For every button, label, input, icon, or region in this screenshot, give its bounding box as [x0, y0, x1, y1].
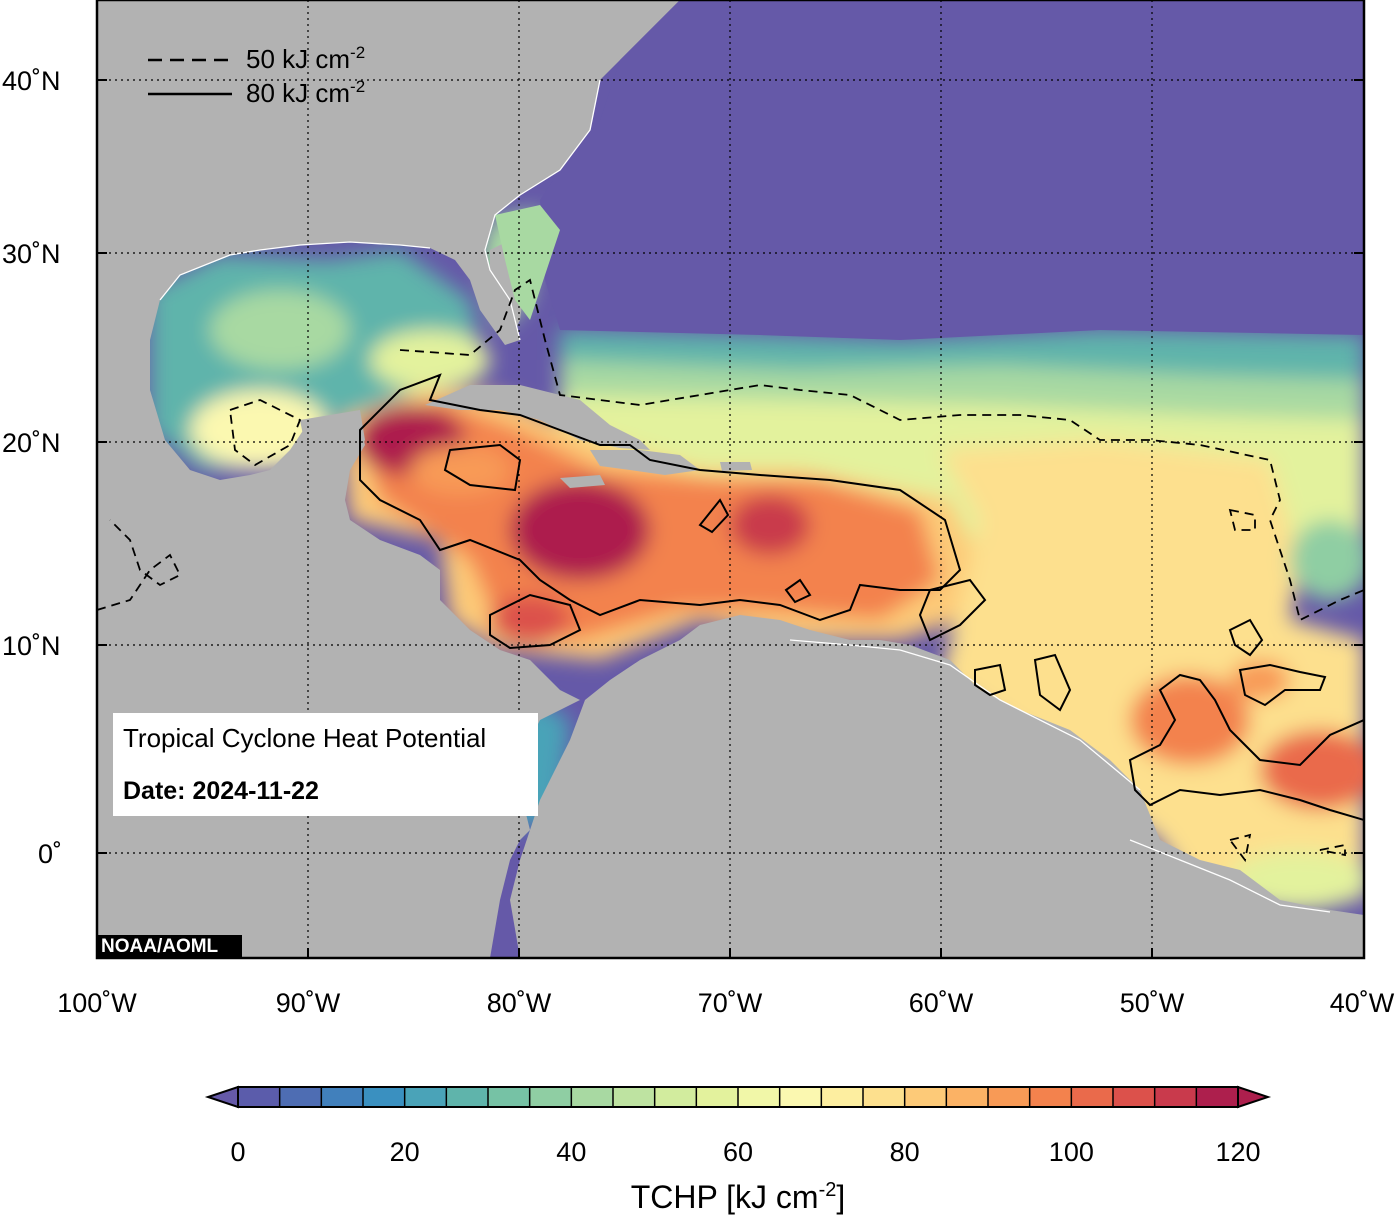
colorbar-cell [1113, 1087, 1156, 1107]
contour-legend: 50 kJ cm-2 80 kJ cm-2 [148, 43, 365, 108]
colorbar-cell [279, 1087, 322, 1107]
colorbar-cell [529, 1087, 572, 1107]
credit-label: NOAA/AOML [97, 935, 242, 958]
colorbar-cell [779, 1087, 822, 1107]
lat-label-30n: 30˚N [2, 239, 61, 269]
colorbar-over-triangle [1237, 1085, 1272, 1109]
colorbar-cell [488, 1087, 531, 1107]
colorbar-cell [1196, 1087, 1239, 1107]
colorbar-cell [821, 1087, 864, 1107]
map-date: Date: 2024-11-22 [123, 777, 319, 805]
axis-ticks [97, 79, 1364, 958]
colorbar-cell [363, 1087, 406, 1107]
lon-label-90w: 90˚W [276, 988, 341, 1018]
colorbar-cells [238, 1087, 1239, 1107]
colorbar-cell [696, 1087, 739, 1107]
colorbar-tick-label: 80 [890, 1137, 920, 1167]
colorbar-tick-label: 120 [1215, 1137, 1260, 1167]
lon-label-50w: 50˚W [1120, 988, 1185, 1018]
lat-label-0: 0˚ [38, 839, 62, 869]
colorbar-cell [571, 1087, 614, 1107]
legend-dashed-label: 50 kJ cm-2 [246, 43, 365, 74]
contours-50 [97, 278, 1364, 863]
colorbar-tick-label: 0 [230, 1137, 245, 1167]
colorbar-cell [988, 1087, 1031, 1107]
colorbar-cell [1071, 1087, 1114, 1107]
colorbar-cell [613, 1087, 656, 1107]
colorbar-cell [738, 1087, 781, 1107]
colorbar-cell [404, 1087, 447, 1107]
colorbar-title: TCHP [kJ cm-2] [631, 1179, 846, 1215]
colorbar-cell [1029, 1087, 1072, 1107]
colorbar: 0 20 40 60 80 100 120 TCHP [kJ cm-2] [204, 1085, 1272, 1215]
colorbar-cell [904, 1087, 947, 1107]
info-box: Tropical Cyclone Heat Potential Date: 20… [113, 713, 538, 816]
contours-80 [359, 373, 1364, 822]
colorbar-tick-label: 100 [1049, 1137, 1094, 1167]
lat-axis-labels: 40˚N 30˚N 20˚N 10˚N 0˚ [2, 66, 62, 869]
colorbar-cell [863, 1087, 906, 1107]
lon-label-40w: 40˚W [1330, 988, 1395, 1018]
coastlines [159, 79, 1331, 913]
lon-label-100w: 100˚W [57, 988, 137, 1018]
lon-label-70w: 70˚W [698, 988, 763, 1018]
colorbar-tick-label: 20 [390, 1137, 420, 1167]
lon-label-60w: 60˚W [909, 988, 974, 1018]
atlantic-deep-ocean [540, 0, 1364, 340]
lon-label-80w: 80˚W [487, 988, 552, 1018]
legend-solid-label: 80 kJ cm-2 [246, 77, 365, 108]
lat-label-20n: 20˚N [2, 428, 61, 458]
colorbar-cell [321, 1087, 364, 1107]
colorbar-tick-label: 40 [556, 1137, 586, 1167]
colorbar-cell [446, 1087, 489, 1107]
colorbar-cell [654, 1087, 697, 1107]
colorbar-under-triangle [204, 1085, 239, 1109]
lat-label-40n: 40˚N [2, 66, 61, 96]
colorbar-tick-label: 60 [723, 1137, 753, 1167]
colorbar-cell [1154, 1087, 1197, 1107]
map-title: Tropical Cyclone Heat Potential [123, 723, 487, 753]
colorbar-tick-labels: 0 20 40 60 80 100 120 [230, 1137, 1260, 1167]
lat-label-10n: 10˚N [2, 631, 61, 661]
colorbar-ticks [237, 1087, 1239, 1107]
colorbar-cell [946, 1087, 989, 1107]
lon-axis-labels: 100˚W 90˚W 80˚W 70˚W 60˚W 50˚W 40˚W [57, 988, 1395, 1018]
colorbar-cell [238, 1087, 281, 1107]
